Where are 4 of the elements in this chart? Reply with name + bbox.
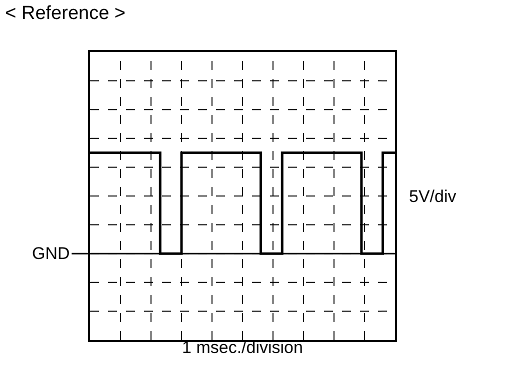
x-axis-title: 1 msec./division [182,338,303,357]
y-axis-title: 5V/div [409,187,457,206]
chart-title: < Reference > [5,2,126,24]
ref-line-label: GND [32,244,70,263]
